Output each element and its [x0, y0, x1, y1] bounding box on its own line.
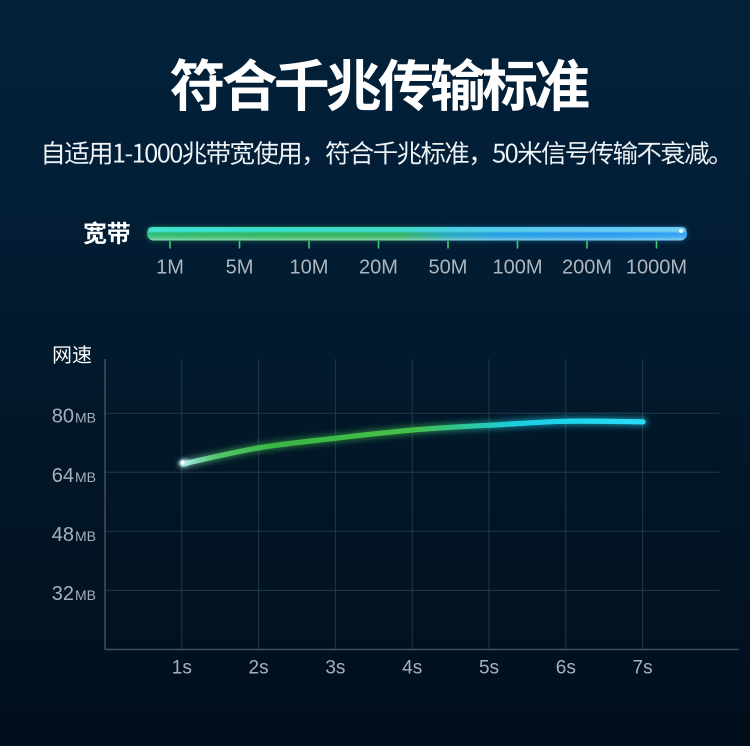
svg-text:3s: 3s: [325, 658, 345, 679]
svg-text:200M: 200M: [562, 257, 612, 279]
svg-text:50M: 50M: [429, 257, 468, 279]
svg-text:MB: MB: [75, 587, 96, 603]
svg-text:1M: 1M: [156, 257, 184, 279]
svg-text:2s: 2s: [249, 658, 269, 679]
svg-text:5M: 5M: [226, 257, 254, 279]
svg-text:80: 80: [52, 406, 74, 428]
svg-text:64: 64: [52, 465, 74, 487]
svg-text:MB: MB: [75, 469, 96, 485]
svg-text:20M: 20M: [359, 257, 398, 279]
svg-text:5s: 5s: [479, 658, 499, 679]
svg-text:7s: 7s: [633, 658, 653, 679]
svg-text:1000M: 1000M: [626, 257, 687, 279]
svg-text:MB: MB: [75, 528, 96, 544]
svg-text:1s: 1s: [172, 658, 192, 679]
svg-text:10M: 10M: [290, 257, 329, 279]
svg-text:4s: 4s: [402, 658, 422, 679]
svg-text:MB: MB: [75, 410, 96, 426]
svg-text:32: 32: [52, 583, 74, 605]
svg-text:48: 48: [52, 524, 74, 546]
svg-text:100M: 100M: [492, 257, 542, 279]
svg-text:6s: 6s: [556, 658, 576, 679]
